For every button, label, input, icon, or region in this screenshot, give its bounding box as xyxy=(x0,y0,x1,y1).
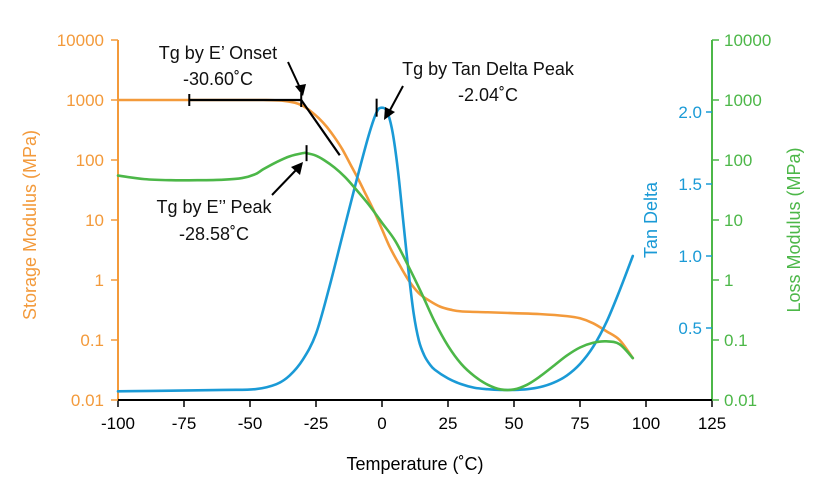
onset-tangent xyxy=(300,99,341,156)
tan-peak-value: -2.04˚C xyxy=(458,85,518,105)
loss-peak-arrow-head xyxy=(291,162,303,175)
y-left-tick-label: 10000 xyxy=(57,31,104,50)
x-axis-title: Temperature (˚C) xyxy=(346,454,483,474)
y-left-tick-label: 10 xyxy=(85,211,104,230)
x-tick-label: 50 xyxy=(505,414,524,433)
x-tick-label: 125 xyxy=(698,414,726,433)
y-loss-tick-label: 1 xyxy=(724,271,733,290)
onset-arrow-head xyxy=(295,84,306,96)
loss-peak-arrow-shaft xyxy=(271,168,298,196)
tan-peak-arrow-head xyxy=(384,107,395,120)
loss-modulus-curve xyxy=(116,151,635,392)
y-loss-tick-label: 0.01 xyxy=(724,391,757,410)
tan-peak-arrow-shaft xyxy=(388,85,404,113)
annotations: Tg by E’ Onset -30.60˚C Tg by Tan Delta Pe… xyxy=(156,43,574,244)
x-tick-label: -100 xyxy=(101,414,135,433)
y-tan-tick-label: 0.5 xyxy=(678,319,702,338)
y-left-tick-label: 1 xyxy=(95,271,104,290)
y-loss-tick-label: 10 xyxy=(724,211,743,230)
y-tan-axis-title: Tan Delta xyxy=(641,181,661,258)
loss-peak-label: Tg by E’’ Peak xyxy=(156,197,272,217)
y-left-tick-label: 1000 xyxy=(66,91,104,110)
tan-peak-label: Tg by Tan Delta Peak xyxy=(402,59,575,79)
y-left-axis-title: Storage Modulus (MPa) xyxy=(20,130,40,320)
y-left-tick-label: 100 xyxy=(76,151,104,170)
y-loss-axis-title: Loss Modulus (MPa) xyxy=(784,147,804,312)
y-tan-tick-label: 2.0 xyxy=(678,103,702,122)
y-loss-tick-label: 1000 xyxy=(724,91,762,110)
loss-peak-value: -28.58˚C xyxy=(179,224,249,244)
x-tick-label: -50 xyxy=(238,414,263,433)
onset-label: Tg by E’ Onset xyxy=(159,43,277,63)
y-loss-tick-label: 100 xyxy=(724,151,752,170)
tan-delta-curve xyxy=(116,106,635,393)
x-tick-label: 100 xyxy=(632,414,660,433)
y-loss-tick-label: 10000 xyxy=(724,31,771,50)
x-tick-label: 75 xyxy=(571,414,590,433)
y-tan-tick-label: 1.0 xyxy=(678,247,702,266)
x-tick-label: -25 xyxy=(304,414,329,433)
axes: -100 -75 -50 -25 0 25 50 75 100 125 0.01 0.1 1 10 100 1… xyxy=(20,31,804,474)
onset-value: -30.60˚C xyxy=(183,69,253,89)
x-tick-label: 0 xyxy=(377,414,386,433)
x-tick-label: 25 xyxy=(439,414,458,433)
curves xyxy=(116,98,635,393)
y-tan-tick-label: 1.5 xyxy=(678,175,702,194)
storage-modulus-curve xyxy=(116,98,635,360)
y-loss-tick-label: 0.1 xyxy=(724,331,748,350)
y-left-tick-label: 0.1 xyxy=(80,331,104,350)
y-left-tick-label: 0.01 xyxy=(71,391,104,410)
x-tick-label: -75 xyxy=(172,414,197,433)
